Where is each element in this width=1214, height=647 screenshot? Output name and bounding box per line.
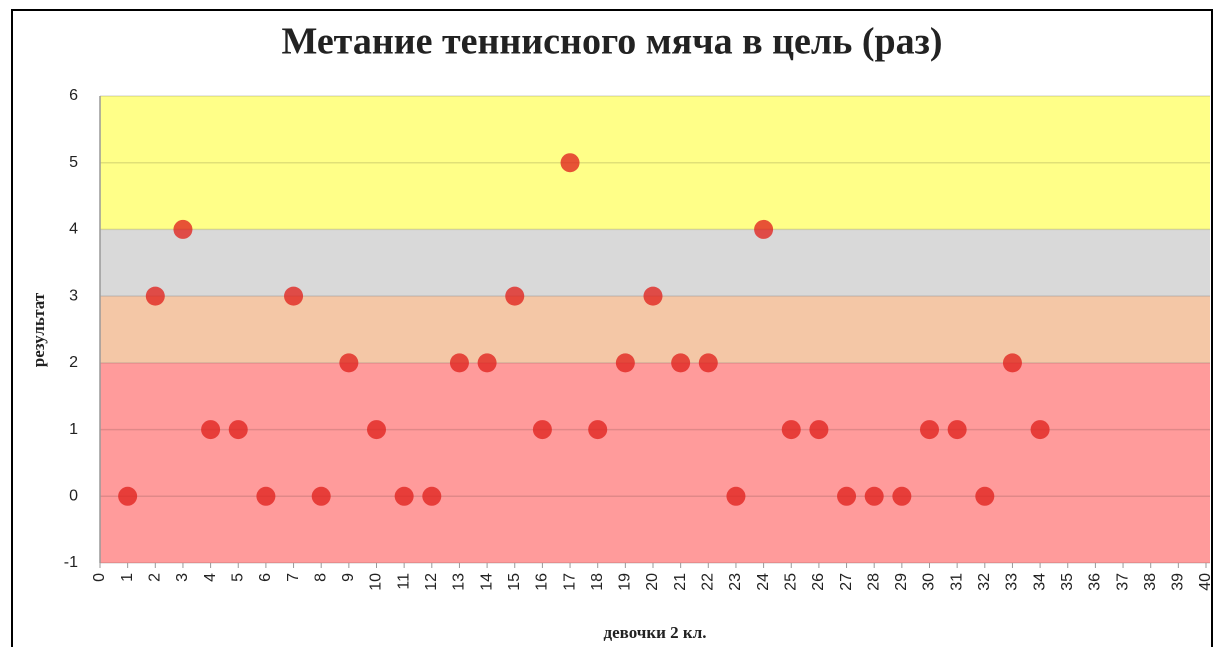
point [671, 353, 691, 373]
x-tick-label: 17 [561, 573, 578, 591]
x-tick-label: 38 [1142, 573, 1159, 591]
x-tick-label: 2 [147, 573, 164, 582]
point [284, 286, 304, 306]
point [228, 420, 248, 440]
x-tick-label: 36 [1087, 573, 1104, 591]
x-tick-label: 10 [368, 573, 385, 591]
chart-title: Метание теннисного мяча в цель (раз) [281, 21, 942, 63]
point [975, 486, 995, 506]
point [781, 420, 801, 440]
y-tick-label: 6 [69, 87, 78, 104]
x-tick-label: 15 [506, 573, 523, 591]
x-tick-label: 22 [700, 573, 717, 591]
x-tick-label: 29 [893, 573, 910, 591]
point [145, 286, 165, 306]
x-tick-label: 8 [312, 573, 329, 582]
x-tick-label: 39 [1170, 573, 1187, 591]
x-tick-label: 32 [976, 573, 993, 591]
point [1030, 420, 1050, 440]
x-tick-label: 24 [755, 573, 772, 591]
point [422, 486, 442, 506]
plot-area [99, 95, 1210, 564]
point [920, 420, 939, 440]
x-tick-label: 16 [534, 573, 551, 591]
x-tick-label: 14 [478, 573, 495, 591]
point [892, 486, 912, 506]
x-tick-label: 11 [395, 573, 412, 590]
band [100, 229, 1210, 297]
x-tick-label: 25 [782, 573, 799, 591]
x-tick-label: 26 [810, 573, 827, 591]
y-tick-label: 4 [69, 221, 78, 238]
x-tick-label: 19 [617, 573, 634, 591]
x-tick-label: 34 [1031, 573, 1048, 591]
x-tick-label: 31 [948, 573, 965, 591]
x-tick-label: 33 [1004, 573, 1021, 591]
band [100, 296, 1210, 363]
x-tick-label: 7 [285, 573, 302, 582]
point [698, 353, 718, 373]
x-tick-label: 9 [340, 573, 357, 582]
point [1002, 353, 1022, 373]
point [505, 286, 525, 306]
x-tick-label: 28 [865, 573, 882, 591]
point [532, 420, 552, 440]
x-tick-label: 37 [1114, 573, 1131, 591]
point [809, 420, 829, 440]
x-tick-label: 12 [423, 573, 440, 591]
y-tick-label: -1 [64, 554, 78, 571]
y-tick-label: 2 [69, 354, 78, 371]
point [726, 486, 746, 506]
point [118, 486, 138, 506]
point [394, 486, 414, 506]
point [256, 486, 276, 506]
point [449, 353, 469, 373]
point [560, 153, 580, 173]
y-tick-label: 1 [69, 421, 78, 438]
band [100, 96, 1210, 230]
point [588, 420, 608, 440]
x-tick-label: 20 [644, 573, 661, 591]
y-axis-label: результат [29, 292, 48, 367]
point [864, 486, 884, 506]
x-tick-label: 0 [91, 573, 108, 582]
point [311, 486, 331, 506]
point [615, 353, 635, 373]
x-tick-label: 40 [1197, 573, 1214, 591]
x-tick-label: 23 [727, 573, 744, 591]
x-tick-label: 13 [451, 573, 468, 591]
x-tick-label: 18 [589, 573, 606, 591]
x-tick-label: 5 [229, 573, 246, 582]
point [339, 353, 359, 373]
x-tick-label: 21 [672, 573, 689, 591]
band [100, 362, 1210, 563]
point [754, 219, 774, 239]
x-tick-label: 1 [119, 573, 136, 582]
point [173, 219, 193, 239]
point [947, 420, 967, 440]
x-tick-label: 30 [921, 573, 938, 591]
point [367, 420, 386, 440]
x-tick-label: 4 [202, 573, 219, 582]
y-tick-label: 3 [69, 287, 78, 304]
x-tick-label: 27 [838, 573, 855, 591]
point [643, 286, 663, 306]
x-tick-label: 35 [1059, 573, 1076, 591]
point [837, 486, 857, 506]
x-axis-label: девочки 2 кл. [603, 623, 706, 642]
y-tick-label: 0 [69, 488, 78, 505]
x-tick-label: 6 [257, 573, 274, 582]
point [477, 353, 497, 373]
x-tick-label: 3 [174, 573, 191, 582]
y-tick-label: 5 [69, 154, 78, 171]
point [201, 420, 221, 440]
